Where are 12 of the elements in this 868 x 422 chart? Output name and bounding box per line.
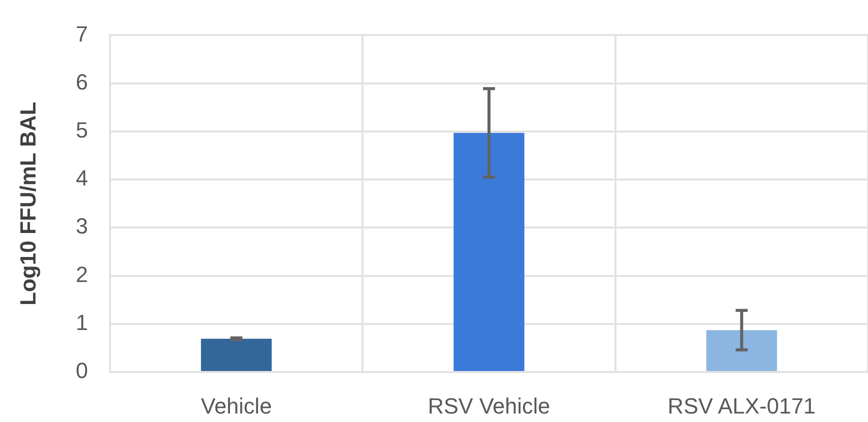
y-tick-label: 5	[76, 117, 88, 142]
y-tick-label: 3	[76, 214, 88, 239]
y-axis-title: Log10 FFU/mL BAL	[15, 102, 40, 306]
x-tick-label: RSV ALX-0171	[668, 393, 816, 418]
y-tick-label: 4	[76, 166, 88, 191]
x-tick-label: RSV Vehicle	[428, 393, 550, 418]
y-tick-label: 1	[76, 310, 88, 335]
y-tick-label: 0	[76, 358, 88, 384]
y-tick-label: 2	[76, 262, 88, 287]
y-tick-label: 6	[76, 69, 88, 94]
y-tick-label: 7	[76, 21, 88, 46]
x-tick-label: Vehicle	[200, 393, 272, 418]
